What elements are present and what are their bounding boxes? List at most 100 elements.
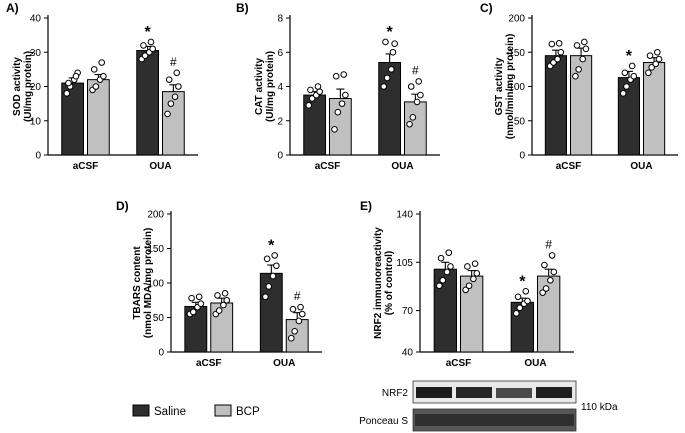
blot-label-nrf2: NRF2 [382, 388, 409, 399]
data-point [652, 60, 660, 68]
western-blot: NRF2 Ponceau S 110 kDa [359, 380, 618, 432]
bar-saline-acsf [544, 55, 568, 156]
bar-bcp-oua [162, 91, 185, 156]
y-tick-label: 8 [277, 14, 283, 25]
data-point [406, 120, 413, 128]
data-point [334, 108, 342, 116]
data-point [195, 293, 203, 301]
x-tick-label: aCSF [196, 358, 222, 369]
y-axis-label: (UI/mg protein) [265, 51, 276, 122]
blot-row-nrf2 [412, 380, 577, 404]
data-point [413, 98, 421, 106]
data-point [465, 282, 473, 290]
data-point [63, 90, 71, 97]
data-point [340, 71, 348, 78]
data-point [383, 74, 391, 82]
bar-bcp-oua [404, 101, 427, 156]
y-tick-label: 4 [277, 82, 283, 93]
data-point [573, 42, 581, 49]
y-tick-label: 100 [147, 279, 164, 290]
y-tick-label: 200 [147, 210, 164, 221]
significance-star: * [626, 48, 633, 65]
data-point [387, 66, 395, 73]
significance-star: * [519, 273, 526, 290]
blot-size-label: 110 kDa [581, 402, 618, 413]
blot-band-2 [456, 387, 492, 398]
data-point [621, 69, 629, 77]
legend: Saline BCP [132, 404, 260, 418]
x-tick-label: OUA [630, 161, 652, 172]
chart-panel-5: E) NRF2 immunoreactivity (% of control) 40 7… [360, 199, 574, 369]
y-axis-label: SOD activity [12, 57, 23, 116]
data-point [307, 86, 314, 94]
data-point [98, 59, 106, 66]
x-tick-label: aCSF [556, 161, 582, 172]
legend-label-bcp: BCP [236, 406, 260, 418]
blot-label-ponceau: Ponceau S [359, 416, 408, 427]
charts-layer: A)SOD activity (UI/mg protein)010203040aC… [6, 1, 678, 369]
data-point [331, 126, 338, 133]
data-point [524, 297, 531, 305]
y-tick-label: 6 [277, 48, 283, 59]
y-tick-label: 150 [147, 244, 164, 255]
significance-hash: # [412, 63, 419, 77]
data-point [619, 90, 627, 97]
data-point [581, 38, 588, 46]
chart-panel-2: B) CAT activity (UI/mg protein) 0 2 4 6 8 aCSF OU… [236, 1, 440, 172]
y-tick-label: 50 [514, 116, 526, 127]
data-point [443, 268, 451, 276]
y-axis-label: (UI/mg protein) [23, 51, 34, 122]
data-point [288, 334, 295, 342]
data-point [462, 286, 469, 294]
x-tick-label: OUA [391, 161, 413, 172]
bar-bcp-oua [643, 62, 666, 156]
data-point [72, 72, 80, 80]
data-point [165, 76, 173, 83]
significance-star: * [268, 237, 275, 254]
data-point [92, 83, 100, 90]
data-point [654, 48, 661, 56]
panel-letter: A) [6, 1, 19, 15]
y-axis-label: GST activity [494, 57, 505, 115]
data-point [263, 255, 271, 263]
data-point [464, 263, 471, 270]
y-tick-label: 140 [396, 210, 413, 221]
blot-band-1 [416, 387, 452, 398]
data-point [550, 59, 557, 66]
data-point [273, 262, 280, 270]
data-point [548, 40, 556, 48]
y-tick-label: 70 [402, 306, 414, 317]
y-axis-label: NRF2 immunoreactivity [373, 227, 384, 339]
data-point [513, 310, 520, 317]
panel-letter: E) [360, 199, 372, 213]
y-axis-label: (nmol/min/mg protein) [505, 34, 516, 140]
data-point [389, 48, 397, 56]
panel-letter: C) [480, 1, 493, 15]
y-axis-label: (% of control) [384, 251, 395, 315]
data-point [342, 91, 349, 99]
data-point [407, 83, 415, 90]
data-point [189, 308, 197, 316]
data-point [579, 55, 587, 63]
data-point [539, 289, 546, 296]
data-point [655, 55, 663, 63]
y-tick-label: 30 [30, 48, 42, 59]
data-point [409, 114, 417, 121]
significance-hash: # [545, 237, 552, 251]
data-point [271, 252, 278, 259]
data-point [141, 52, 149, 59]
y-axis-label: TBARS content [132, 246, 143, 320]
data-point [223, 296, 231, 304]
y-tick-label: 2 [277, 116, 283, 127]
y-tick-label: 200 [508, 14, 525, 25]
data-point [100, 72, 107, 80]
data-point [382, 38, 389, 46]
data-point [305, 102, 313, 109]
x-tick-label: OUA [149, 161, 171, 172]
significance-hash: # [170, 55, 177, 69]
ponceau-band [415, 414, 574, 426]
data-point [436, 282, 443, 290]
data-point [628, 62, 636, 70]
data-point [188, 294, 195, 302]
data-point [445, 249, 453, 256]
